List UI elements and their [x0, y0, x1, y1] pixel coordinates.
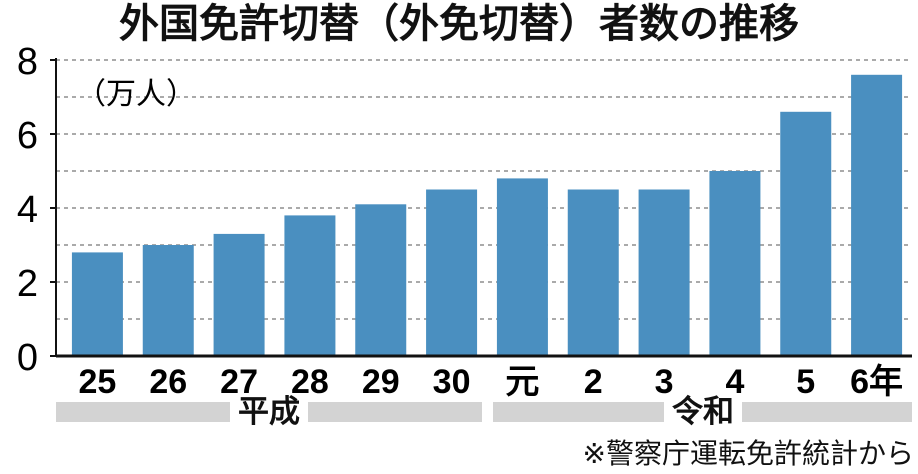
y-tick-label: 4	[17, 189, 38, 231]
bar-7	[567, 189, 619, 356]
x-tick-label: 25	[79, 363, 117, 401]
x-tick-label: 5	[796, 363, 815, 401]
chart-title: 外国免許切替（外免切替）者数の推移	[119, 1, 799, 47]
era-label-heisei: 平成	[230, 395, 308, 429]
x-tick-label: 3	[655, 363, 674, 401]
y-tick-label: 6	[17, 115, 38, 157]
y-tick-labels: 0 2 4 6 8	[17, 41, 56, 379]
bar-11	[851, 74, 903, 357]
x-tick-label: 28	[291, 363, 329, 401]
bar-0	[71, 252, 123, 356]
x-tick-label: 元	[505, 363, 539, 401]
bar-1	[142, 245, 194, 356]
bar-8	[638, 189, 690, 356]
x-tick-label: 27	[220, 363, 258, 401]
bar-6	[496, 178, 548, 356]
x-tick-label: 4	[725, 363, 744, 401]
x-tick-label: 29	[362, 363, 400, 401]
bar-10	[780, 111, 832, 356]
y-tick-label: 0	[17, 337, 38, 379]
x-tick-label: 6年	[850, 363, 903, 401]
bar-9	[709, 171, 761, 356]
bar-5	[426, 189, 478, 356]
y-tick-label: 8	[17, 41, 38, 83]
x-tick-label: 2	[584, 363, 603, 401]
unit-label: （万人）	[76, 77, 196, 112]
bar-2	[213, 233, 265, 356]
gridlines	[56, 59, 912, 320]
y-tick-label: 2	[17, 263, 38, 305]
bar-4	[355, 204, 407, 356]
x-tick-label: 30	[433, 363, 471, 401]
bars	[71, 74, 903, 357]
era-label-reiwa: 令和	[664, 395, 742, 429]
x-tick-label: 26	[149, 363, 187, 401]
source-note: ※警察庁運転免許統計から	[582, 437, 914, 470]
x-tick-labels: 25 26 27 28 29 30 元 2 3 4 5 6年	[79, 363, 904, 401]
bar-3	[284, 215, 336, 356]
